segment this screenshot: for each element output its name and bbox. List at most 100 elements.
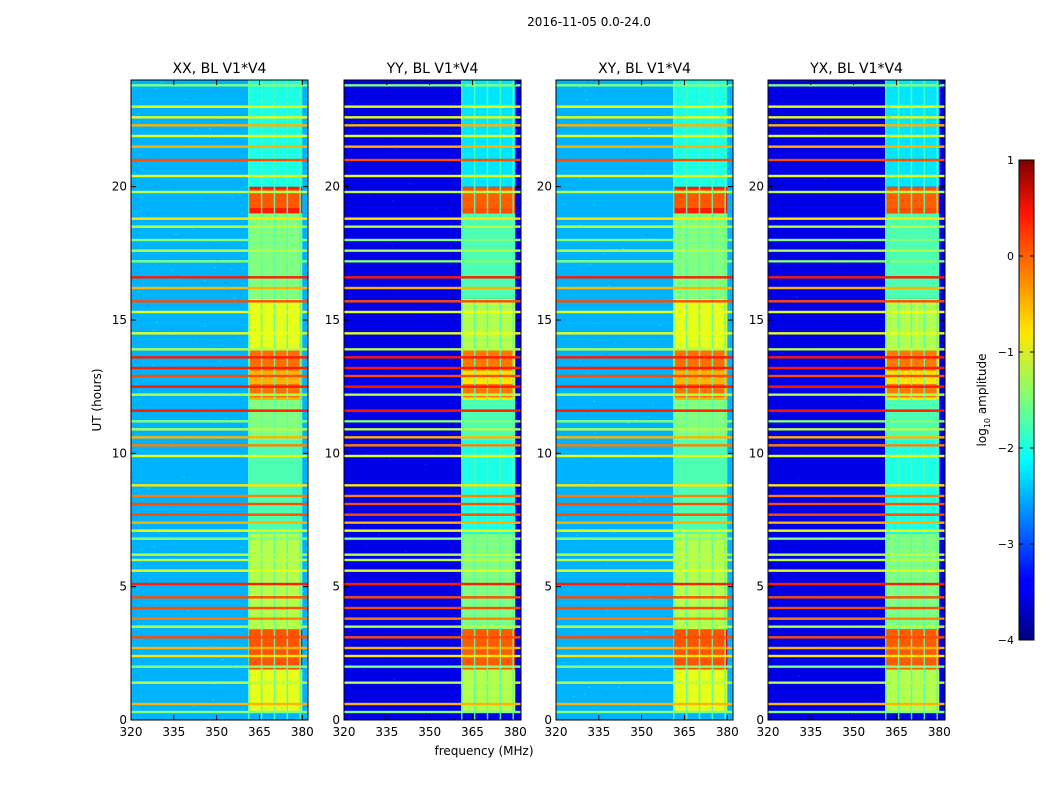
horizontal-rfi-lines <box>768 84 945 714</box>
rfi-line <box>768 654 945 658</box>
rfi-line <box>344 529 521 532</box>
rfi-line <box>556 558 733 562</box>
rfi-line <box>131 513 308 516</box>
rfi-line <box>131 494 308 498</box>
rfi-line <box>344 636 521 639</box>
rfi-line <box>768 145 945 148</box>
rfi-line <box>131 385 308 388</box>
rfi-line <box>768 158 945 162</box>
channel-edge <box>923 80 926 720</box>
rfi-line <box>131 558 308 562</box>
rfi-line <box>556 286 733 290</box>
rfi-line <box>556 444 733 447</box>
channel-edge <box>936 80 938 720</box>
colorbar-gradient <box>1018 159 1035 641</box>
rfi-line <box>768 444 945 447</box>
x-tick-label: 350 <box>842 725 865 739</box>
y-tick-label: 0 <box>119 713 127 727</box>
channel-edge <box>910 80 913 720</box>
rfi-line <box>344 393 521 396</box>
x-tick-label: 365 <box>248 725 271 739</box>
rfi-line <box>768 702 945 706</box>
colorbar-ticks: 1 0 −1 −2 −3 −4 <box>998 154 1034 647</box>
rfi-line <box>344 356 521 359</box>
panel-frame <box>767 79 946 721</box>
channel-edge <box>512 80 514 720</box>
rfi-line <box>344 681 521 684</box>
rfi-line <box>556 116 733 119</box>
rfi-line <box>768 558 945 562</box>
rfi-line <box>131 225 308 228</box>
rfi-line <box>556 710 733 714</box>
rfi-line <box>768 260 945 263</box>
rfi-line <box>131 617 308 620</box>
x-tick-label: 320 <box>333 725 356 739</box>
rfi-line <box>556 702 733 706</box>
channel-edge <box>724 80 726 720</box>
rfi-line <box>768 537 945 540</box>
panel-frame <box>130 79 309 721</box>
rfi-line <box>768 276 945 279</box>
rfi-line <box>131 521 308 524</box>
rfi-line <box>768 553 945 556</box>
rfi-line <box>556 310 733 314</box>
rfi-line <box>344 553 521 556</box>
x-tick-label: 335 <box>162 725 185 739</box>
rfi-line <box>556 617 733 620</box>
panel-title: YY, BL V1*V4 <box>386 61 479 77</box>
rfi-line <box>131 409 308 412</box>
channel-edge <box>499 80 502 720</box>
rfi-line <box>131 654 308 658</box>
rfi-line <box>344 134 521 138</box>
figure-suptitle: 2016-11-05 0.0-24.0 <box>527 15 651 29</box>
rfi-line <box>768 385 945 388</box>
rfi-line <box>131 145 308 148</box>
rfi-line <box>556 134 733 138</box>
rfi-line <box>131 190 308 194</box>
rfi-line <box>344 310 521 314</box>
x-tick-label: 350 <box>418 725 441 739</box>
rfi-line <box>344 702 521 706</box>
rfi-line <box>131 596 308 599</box>
channel-edge <box>673 80 675 720</box>
channel-edge <box>711 80 714 720</box>
y-tick-label: 15 <box>749 313 764 327</box>
rfi-line <box>556 569 733 572</box>
x-tick-label: 335 <box>375 725 398 739</box>
horizontal-rfi-lines <box>344 84 521 714</box>
panel-2: XY, BL V1*V4 320 335 350 365 380 0 5 10 15 20 <box>537 61 739 739</box>
y-tick-label: 20 <box>749 180 764 194</box>
rfi-line <box>344 646 521 650</box>
rfi-line <box>131 356 308 359</box>
rfi-line <box>344 617 521 620</box>
rfi-line <box>768 636 945 639</box>
y-tick-label: 0 <box>544 713 552 727</box>
rfi-line <box>131 348 308 351</box>
rfi-line <box>768 366 945 370</box>
rfi-line <box>344 420 521 423</box>
colorbar-tick-label: −4 <box>998 634 1014 647</box>
x-tick-label: 335 <box>587 725 610 739</box>
rfi-line <box>131 116 308 119</box>
rfi-line <box>131 454 308 458</box>
rfi-line <box>556 529 733 532</box>
y-tick-label: 5 <box>332 580 340 594</box>
rfi-line <box>131 420 308 423</box>
rfi-line <box>768 393 945 396</box>
channel-edge <box>885 80 887 720</box>
rfi-line <box>344 596 521 599</box>
rfi-line <box>556 537 733 540</box>
rfi-line <box>556 436 733 439</box>
rfi-line <box>556 596 733 599</box>
rfi-line <box>556 276 733 279</box>
rfi-line <box>344 606 521 610</box>
rfi-line <box>556 249 733 252</box>
rfi-line <box>768 84 945 87</box>
rfi-line <box>344 521 521 524</box>
rfi-line <box>556 654 733 658</box>
rfi-line <box>344 444 521 447</box>
rfi-line <box>344 249 521 252</box>
x-tick-label: 320 <box>757 725 780 739</box>
rfi-line <box>131 444 308 447</box>
rfi-line <box>556 385 733 388</box>
